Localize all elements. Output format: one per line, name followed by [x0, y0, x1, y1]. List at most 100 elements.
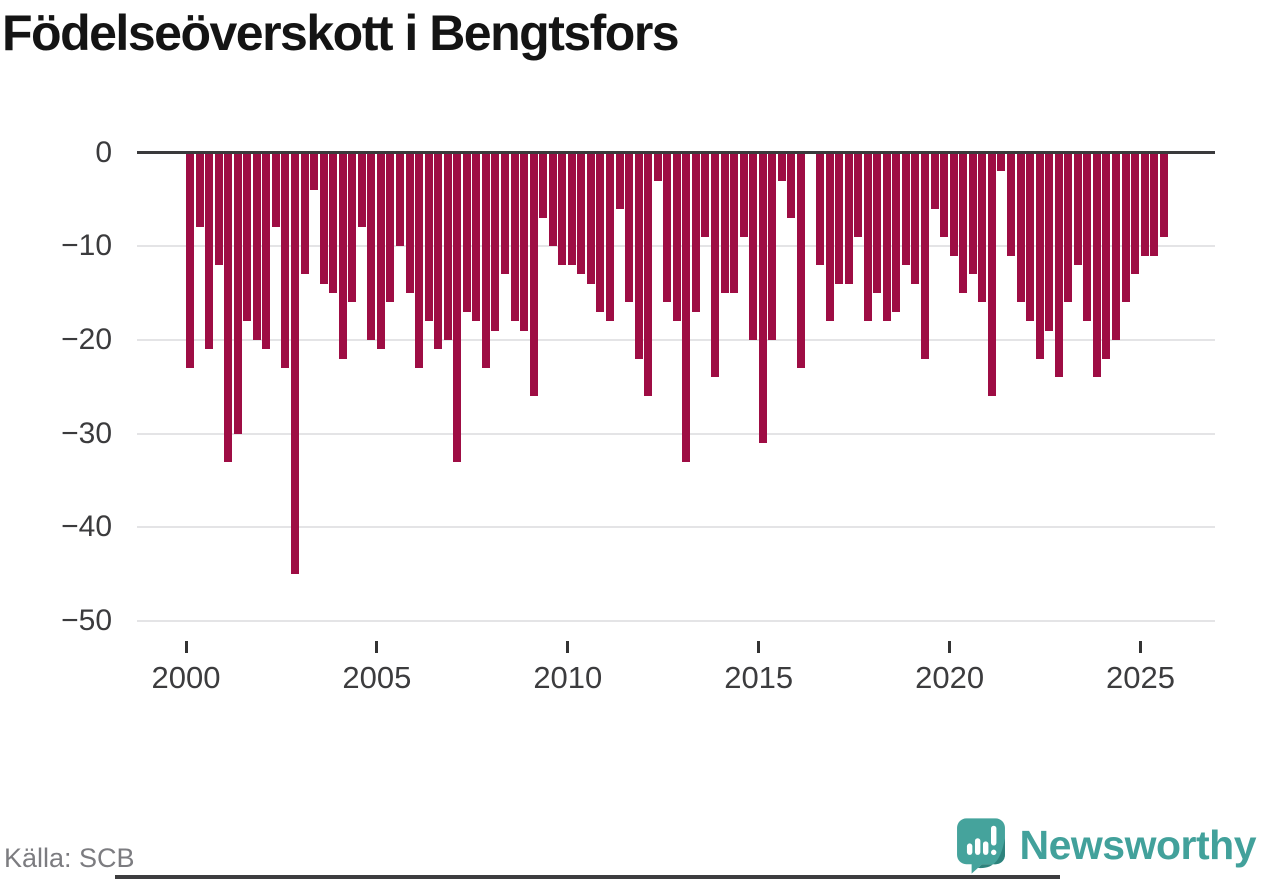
bar — [291, 153, 299, 575]
bar — [195, 153, 204, 228]
bar — [1159, 153, 1168, 237]
zero-axis-line — [137, 150, 1215, 154]
bar — [310, 153, 319, 190]
bar — [758, 153, 767, 443]
bar — [548, 153, 557, 247]
y-axis-label: −20 — [61, 322, 112, 356]
bar — [214, 153, 223, 265]
bar — [1026, 153, 1035, 322]
bar — [873, 153, 882, 294]
bar — [959, 153, 968, 294]
y-axis-label: −40 — [61, 510, 112, 544]
bar — [653, 153, 662, 181]
bar — [911, 153, 920, 284]
bar — [978, 153, 987, 303]
bar — [1006, 153, 1015, 256]
x-axis-tick — [757, 641, 761, 653]
bar — [434, 153, 443, 350]
bar — [1073, 153, 1082, 265]
bar — [768, 153, 777, 340]
bar — [338, 153, 347, 359]
bar — [348, 153, 357, 303]
bar — [501, 153, 510, 275]
bar — [739, 153, 748, 237]
bar — [415, 153, 424, 368]
bar — [997, 153, 1006, 172]
gridline — [137, 338, 1215, 341]
x-axis-label: 2025 — [1106, 660, 1175, 695]
bar — [606, 153, 615, 322]
bar — [615, 153, 624, 209]
gridline — [137, 432, 1215, 435]
bar — [529, 153, 538, 397]
x-axis-label: 2010 — [533, 660, 603, 695]
bar — [777, 153, 786, 181]
bar — [577, 153, 586, 275]
bar — [205, 153, 214, 350]
x-axis-tick — [948, 641, 952, 653]
bar — [567, 153, 576, 265]
bar — [844, 153, 853, 284]
bar — [644, 153, 653, 397]
bar — [1140, 153, 1149, 256]
bar — [271, 153, 280, 228]
bar — [329, 153, 338, 294]
bar — [1111, 153, 1120, 340]
y-axis-label: −30 — [61, 416, 112, 450]
brand-logo: Newsworthy — [956, 815, 1257, 875]
x-axis-label: 2015 — [724, 660, 794, 695]
bar — [1083, 153, 1092, 322]
bar — [491, 153, 500, 331]
bar — [252, 153, 261, 340]
bar — [520, 153, 529, 331]
bar — [921, 153, 930, 359]
x-axis-label: 2005 — [342, 660, 412, 695]
bar — [1121, 153, 1130, 303]
bar — [558, 153, 567, 265]
bar — [596, 153, 605, 312]
x-axis-tick — [1139, 641, 1142, 653]
bar — [1150, 153, 1159, 256]
bar — [949, 153, 958, 256]
bar — [892, 153, 901, 312]
bar — [682, 153, 691, 462]
bar — [691, 153, 700, 312]
bar — [300, 153, 309, 275]
bar — [262, 153, 271, 350]
bar — [243, 153, 252, 322]
bar — [462, 153, 471, 312]
bar — [376, 153, 385, 350]
bar — [720, 153, 729, 294]
bottom-strip — [115, 875, 1060, 879]
bar — [586, 153, 595, 284]
bar — [472, 153, 481, 322]
bar — [1102, 153, 1111, 359]
bar — [453, 153, 462, 462]
bar — [882, 153, 891, 322]
gridline — [137, 526, 1215, 529]
bar — [854, 153, 863, 237]
bar — [233, 153, 242, 434]
bar — [930, 153, 939, 209]
bar — [1035, 153, 1044, 359]
brand-name: Newsworthy — [1019, 822, 1257, 868]
gridline — [137, 620, 1215, 622]
x-axis-label: 2020 — [915, 660, 985, 695]
bar — [730, 153, 739, 294]
bar — [701, 153, 710, 237]
bar — [510, 153, 519, 322]
y-axis-label: −50 — [61, 604, 112, 637]
bar — [987, 153, 996, 397]
bar — [281, 153, 290, 368]
bar — [539, 153, 548, 219]
bar — [1054, 153, 1063, 378]
bar — [224, 153, 233, 462]
bar — [1016, 153, 1025, 303]
bar — [319, 153, 328, 284]
newsworthy-speech-bubble-chart-icon — [956, 817, 1006, 874]
bar — [1092, 153, 1101, 378]
bar — [357, 153, 366, 228]
bar — [816, 153, 825, 265]
bar — [1131, 153, 1140, 275]
